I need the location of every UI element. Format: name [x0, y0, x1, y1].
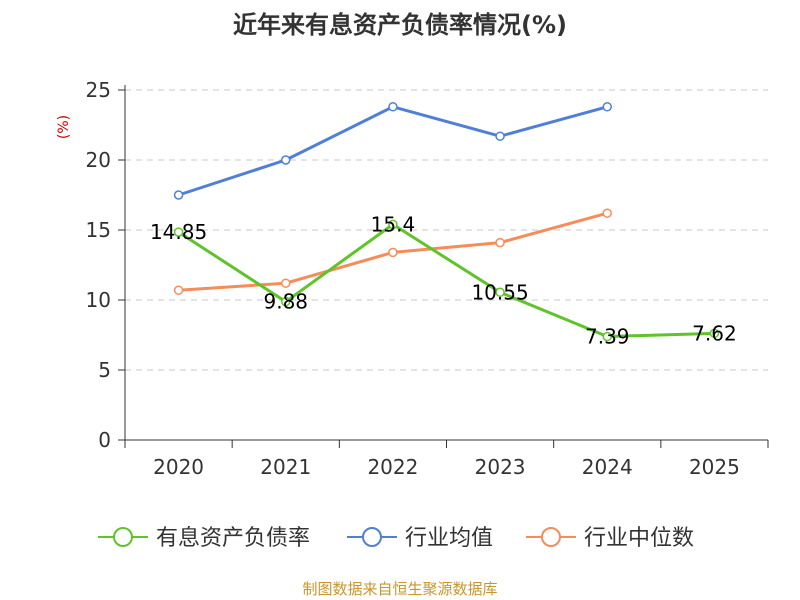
data-label: 10.55 [471, 280, 528, 304]
y-axis-label: (%) [56, 115, 72, 139]
legend-label: 有息资产负债率 [156, 526, 310, 551]
data-point [173, 285, 184, 295]
y-tick-label: 10 [86, 288, 111, 312]
data-label: 9.88 [263, 290, 308, 314]
legend: 有息资产负债率 行业均值 行业中位数 [98, 526, 694, 551]
y-tick-label: 25 [86, 78, 111, 102]
y-tick-label: 15 [86, 218, 111, 242]
legend-marker [113, 527, 133, 547]
data-label: 7.62 [692, 321, 737, 345]
data-point [388, 219, 398, 230]
series-lines [173, 102, 720, 342]
data-point [388, 102, 398, 112]
data-point [709, 328, 720, 339]
data-point [388, 247, 398, 258]
gridlines [125, 89, 768, 371]
series-line-1 [178, 105, 608, 197]
data-point [173, 227, 184, 237]
x-tick-label: 2023 [475, 455, 526, 479]
data-point [602, 331, 612, 342]
legend-marker [362, 527, 382, 547]
data-labels: 14.85 9.88 15.4 10.55 7.39 7.62 [150, 212, 737, 348]
data-point [281, 155, 291, 165]
legend-marker [541, 527, 561, 547]
data-point [602, 102, 612, 112]
x-tick-label: 2020 [153, 455, 204, 479]
data-point [495, 131, 505, 141]
source-note: 制图数据来自恒生聚源数据库 [302, 580, 497, 598]
data-label: 14.85 [150, 220, 207, 244]
data-point [495, 287, 505, 298]
series-line-0 [177, 222, 715, 339]
y-tick-label: 20 [86, 148, 111, 172]
y-tick-label: 5 [98, 358, 111, 382]
data-point [173, 190, 184, 200]
x-tick-label: 2024 [582, 455, 633, 479]
data-label: 15.4 [371, 212, 416, 236]
x-tick-label: 2022 [367, 455, 418, 479]
data-label: 7.39 [585, 325, 630, 349]
data-point [602, 208, 612, 218]
data-point [281, 296, 291, 307]
legend-label: 行业均值 [405, 526, 493, 551]
legend-label: 行业中位数 [584, 526, 694, 551]
y-tick-label: 0 [98, 428, 111, 452]
data-point [281, 278, 291, 288]
x-tick-label: 2021 [260, 455, 311, 479]
chart-title: 近年来有息资产负债率情况(%) [233, 11, 567, 39]
x-tick-label: 2025 [689, 455, 740, 479]
data-point [495, 237, 505, 248]
